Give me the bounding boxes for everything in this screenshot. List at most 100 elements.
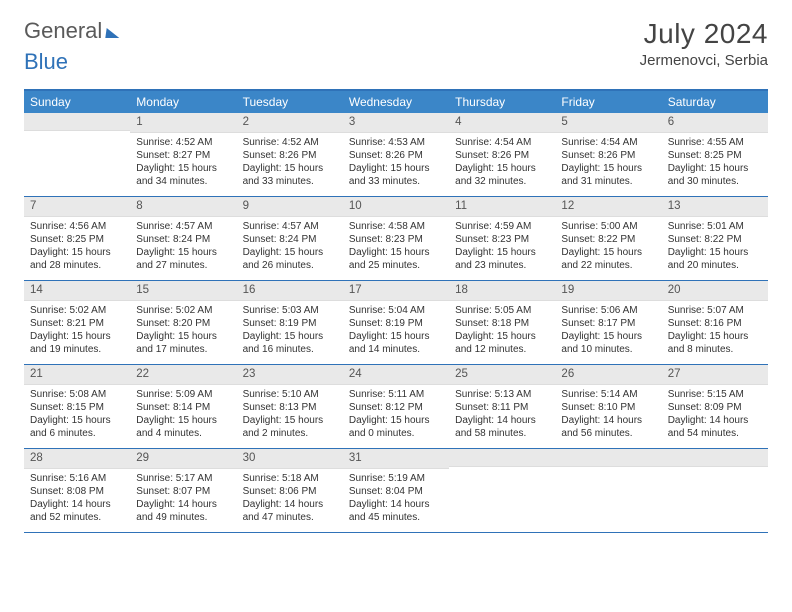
calendar-page: General July 2024 Jermenovci, Serbia Blu… [0,0,792,551]
day-cell: 4Sunrise: 4:54 AMSunset: 8:26 PMDaylight… [449,113,555,196]
day-number [555,449,661,467]
day-cell: 28Sunrise: 5:16 AMSunset: 8:08 PMDayligh… [24,449,130,532]
day-cell: 6 Sunrise: 4:55 AMSunset: 8:25 PMDaylight… [662,113,768,196]
sunrise-text: Sunrise: 4:52 AM [243,136,337,149]
sunset-text: Sunset: 8:25 PM [668,149,762,162]
daylight-text: Daylight: 15 hours and 19 minutes. [30,330,124,356]
day-body: Sunrise: 5:02 AMSunset: 8:21 PMDaylight:… [24,301,130,364]
day-number [662,449,768,467]
day-number: 5 [555,113,661,133]
day-number: 19 [555,281,661,301]
sunrise-text: Sunrise: 5:15 AM [668,388,762,401]
day-number [449,449,555,467]
sunrise-text: Sunrise: 5:08 AM [30,388,124,401]
daylight-text: Daylight: 15 hours and 34 minutes. [136,162,230,188]
day-cell [24,113,130,196]
brand-word-2: Blue [24,49,68,75]
day-body: Sunrise: 5:06 AMSunset: 8:17 PMDaylight:… [555,301,661,364]
sunrise-text: Sunrise: 5:02 AM [136,304,230,317]
daylight-text: Daylight: 14 hours and 58 minutes. [455,414,549,440]
daylight-text: Daylight: 15 hours and 14 minutes. [349,330,443,356]
dow-wednesday: Wednesday [343,91,449,113]
sunset-text: Sunset: 8:16 PM [668,317,762,330]
day-number: 6 [662,113,768,133]
day-cell: 29Sunrise: 5:17 AMSunset: 8:07 PMDayligh… [130,449,236,532]
day-cell: 1Sunrise: 4:52 AMSunset: 8:27 PMDaylight… [130,113,236,196]
day-cell: 8Sunrise: 4:57 AMSunset: 8:24 PMDaylight… [130,197,236,280]
daylight-text: Daylight: 15 hours and 23 minutes. [455,246,549,272]
sunrise-text: Sunrise: 4:58 AM [349,220,443,233]
week-row: 21Sunrise: 5:08 AMSunset: 8:15 PMDayligh… [24,365,768,449]
sunrise-text: Sunrise: 5:04 AM [349,304,443,317]
daylight-text: Daylight: 15 hours and 32 minutes. [455,162,549,188]
sunset-text: Sunset: 8:09 PM [668,401,762,414]
day-body: Sunrise: 5:16 AMSunset: 8:08 PMDaylight:… [24,469,130,532]
daylight-text: Daylight: 14 hours and 52 minutes. [30,498,124,524]
sunset-text: Sunset: 8:26 PM [243,149,337,162]
sunrise-text: Sunrise: 4:54 AM [455,136,549,149]
day-cell: 26Sunrise: 5:14 AMSunset: 8:10 PMDayligh… [555,365,661,448]
day-number: 13 [662,197,768,217]
day-number: 3 [343,113,449,133]
day-body: Sunrise: 5:11 AMSunset: 8:12 PMDaylight:… [343,385,449,448]
day-body: Sunrise: 4:53 AMSunset: 8:26 PMDaylight:… [343,133,449,196]
day-body [662,467,768,527]
day-body: Sunrise: 4:52 AMSunset: 8:26 PMDaylight:… [237,133,343,196]
sunrise-text: Sunrise: 4:52 AM [136,136,230,149]
sunset-text: Sunset: 8:24 PM [243,233,337,246]
sunset-text: Sunset: 8:15 PM [30,401,124,414]
day-number: 28 [24,449,130,469]
calendar-grid: Sunday Monday Tuesday Wednesday Thursday… [24,89,768,533]
day-cell: 18Sunrise: 5:05 AMSunset: 8:18 PMDayligh… [449,281,555,364]
sunset-text: Sunset: 8:12 PM [349,401,443,414]
day-number: 10 [343,197,449,217]
day-cell: 5Sunrise: 4:54 AMSunset: 8:26 PMDaylight… [555,113,661,196]
day-number: 29 [130,449,236,469]
sunrise-text: Sunrise: 4:55 AM [668,136,762,149]
dow-saturday: Saturday [662,91,768,113]
sunset-text: Sunset: 8:06 PM [243,485,337,498]
sunset-text: Sunset: 8:20 PM [136,317,230,330]
week-row: 1Sunrise: 4:52 AMSunset: 8:27 PMDaylight… [24,113,768,197]
day-number: 18 [449,281,555,301]
sunset-text: Sunset: 8:27 PM [136,149,230,162]
day-body: Sunrise: 4:54 AMSunset: 8:26 PMDaylight:… [555,133,661,196]
day-number: 31 [343,449,449,469]
day-cell: 14Sunrise: 5:02 AMSunset: 8:21 PMDayligh… [24,281,130,364]
day-body: Sunrise: 5:18 AMSunset: 8:06 PMDaylight:… [237,469,343,532]
day-cell: 23Sunrise: 5:10 AMSunset: 8:13 PMDayligh… [237,365,343,448]
daylight-text: Daylight: 15 hours and 31 minutes. [561,162,655,188]
day-number [24,113,130,131]
sunset-text: Sunset: 8:23 PM [349,233,443,246]
location-label: Jermenovci, Serbia [640,52,768,69]
sunset-text: Sunset: 8:19 PM [243,317,337,330]
sunrise-text: Sunrise: 5:01 AM [668,220,762,233]
day-body: Sunrise: 5:19 AMSunset: 8:04 PMDaylight:… [343,469,449,532]
sunrise-text: Sunrise: 5:02 AM [30,304,124,317]
day-cell: 24Sunrise: 5:11 AMSunset: 8:12 PMDayligh… [343,365,449,448]
day-cell: 22Sunrise: 5:09 AMSunset: 8:14 PMDayligh… [130,365,236,448]
day-body: Sunrise: 4:57 AMSunset: 8:24 PMDaylight:… [237,217,343,280]
day-number: 30 [237,449,343,469]
sunrise-text: Sunrise: 5:05 AM [455,304,549,317]
day-cell: 10Sunrise: 4:58 AMSunset: 8:23 PMDayligh… [343,197,449,280]
dow-monday: Monday [130,91,236,113]
day-number: 12 [555,197,661,217]
day-body: Sunrise: 4:58 AMSunset: 8:23 PMDaylight:… [343,217,449,280]
day-body: Sunrise: 5:13 AMSunset: 8:11 PMDaylight:… [449,385,555,448]
daylight-text: Daylight: 15 hours and 16 minutes. [243,330,337,356]
day-cell: 21Sunrise: 5:08 AMSunset: 8:15 PMDayligh… [24,365,130,448]
sunset-text: Sunset: 8:25 PM [30,233,124,246]
day-number: 15 [130,281,236,301]
day-body: Sunrise: 5:04 AMSunset: 8:19 PMDaylight:… [343,301,449,364]
day-number: 27 [662,365,768,385]
day-of-week-header: Sunday Monday Tuesday Wednesday Thursday… [24,91,768,113]
day-number: 16 [237,281,343,301]
dow-thursday: Thursday [449,91,555,113]
day-body [24,131,130,191]
sunrise-text: Sunrise: 5:09 AM [136,388,230,401]
sunrise-text: Sunrise: 5:13 AM [455,388,549,401]
day-number: 8 [130,197,236,217]
daylight-text: Daylight: 15 hours and 30 minutes. [668,162,762,188]
sunset-text: Sunset: 8:26 PM [561,149,655,162]
